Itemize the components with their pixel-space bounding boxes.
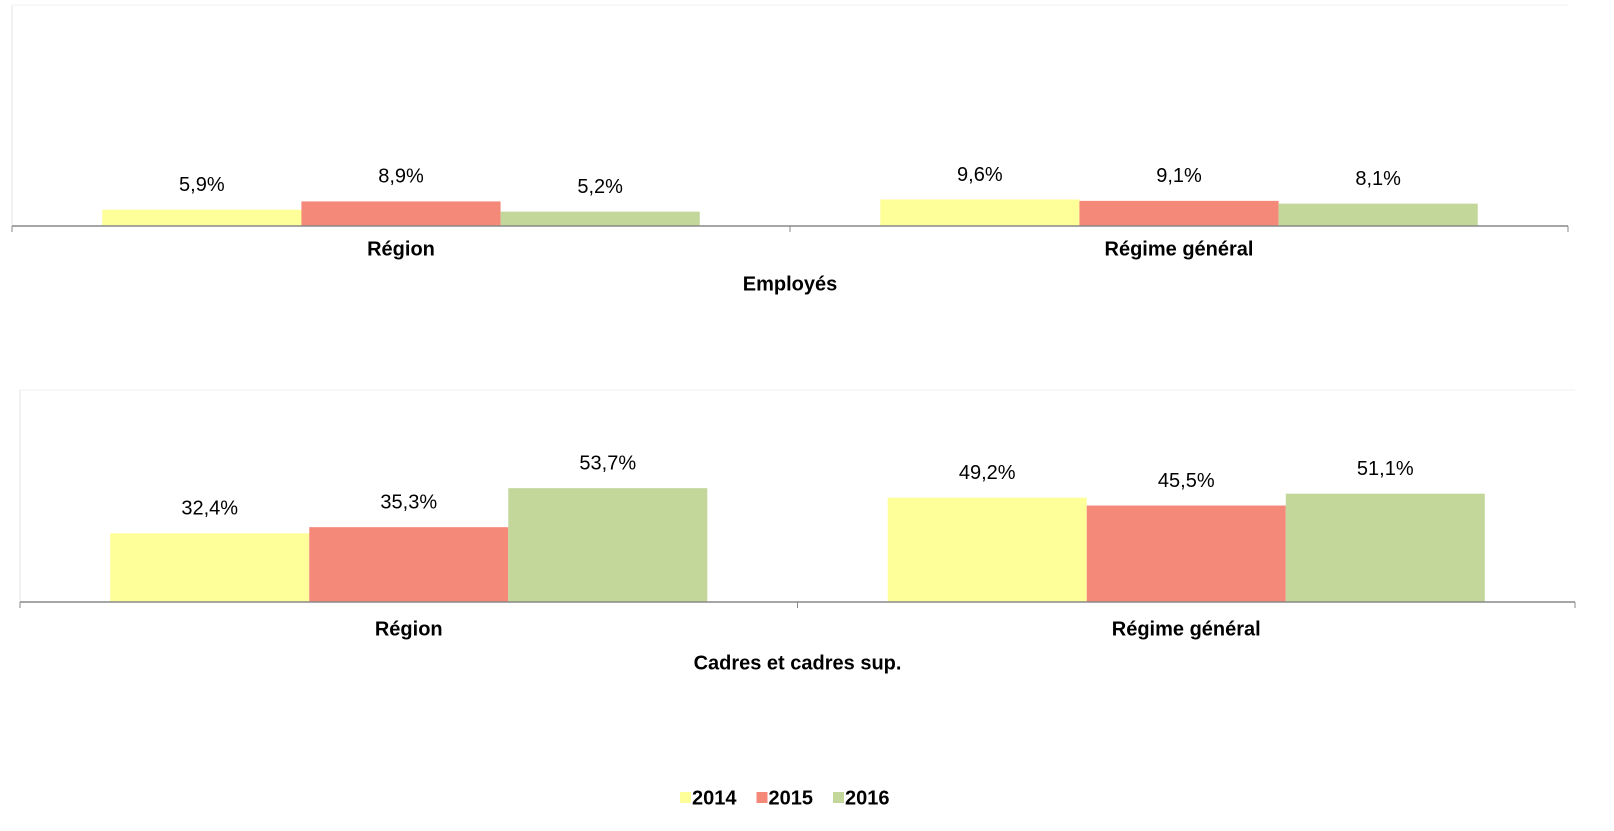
data-label: 53,7%	[579, 452, 636, 474]
legend-swatch	[756, 792, 768, 803]
data-label: 32,4%	[181, 498, 238, 520]
legend-label: 2016	[845, 787, 890, 809]
bar	[110, 533, 310, 602]
bar	[508, 488, 708, 602]
bar	[887, 497, 1087, 602]
data-label: 35,3%	[380, 491, 437, 513]
data-label: 9,1%	[1156, 165, 1202, 187]
x-tick-label: Régime général	[1105, 238, 1254, 260]
x-tick-label: Région	[367, 238, 435, 260]
bar	[1079, 200, 1279, 226]
bar	[500, 211, 700, 226]
bar	[309, 527, 509, 602]
legend-swatch	[680, 792, 691, 803]
legend-swatch	[833, 792, 844, 803]
bar	[301, 201, 501, 226]
data-label: 8,9%	[378, 166, 424, 188]
data-label: 5,9%	[179, 174, 225, 196]
bar	[1278, 203, 1478, 226]
data-label: 9,6%	[957, 164, 1003, 186]
legend-label: 2014	[692, 787, 737, 809]
data-label: 49,2%	[959, 462, 1016, 484]
data-label: 45,5%	[1158, 470, 1215, 492]
x-tick-label: Régime général	[1112, 618, 1261, 640]
x-axis-title: Cadres et cadres sup.	[694, 652, 902, 674]
bar	[1086, 505, 1286, 602]
bar	[102, 209, 302, 226]
data-label: 5,2%	[577, 176, 623, 198]
x-axis-title: Employés	[743, 273, 837, 295]
bar	[880, 199, 1080, 226]
bar	[1285, 493, 1485, 602]
data-label: 8,1%	[1355, 168, 1401, 190]
legend-label: 2015	[769, 787, 814, 809]
data-label: 51,1%	[1357, 458, 1414, 480]
x-tick-label: Région	[375, 618, 443, 640]
